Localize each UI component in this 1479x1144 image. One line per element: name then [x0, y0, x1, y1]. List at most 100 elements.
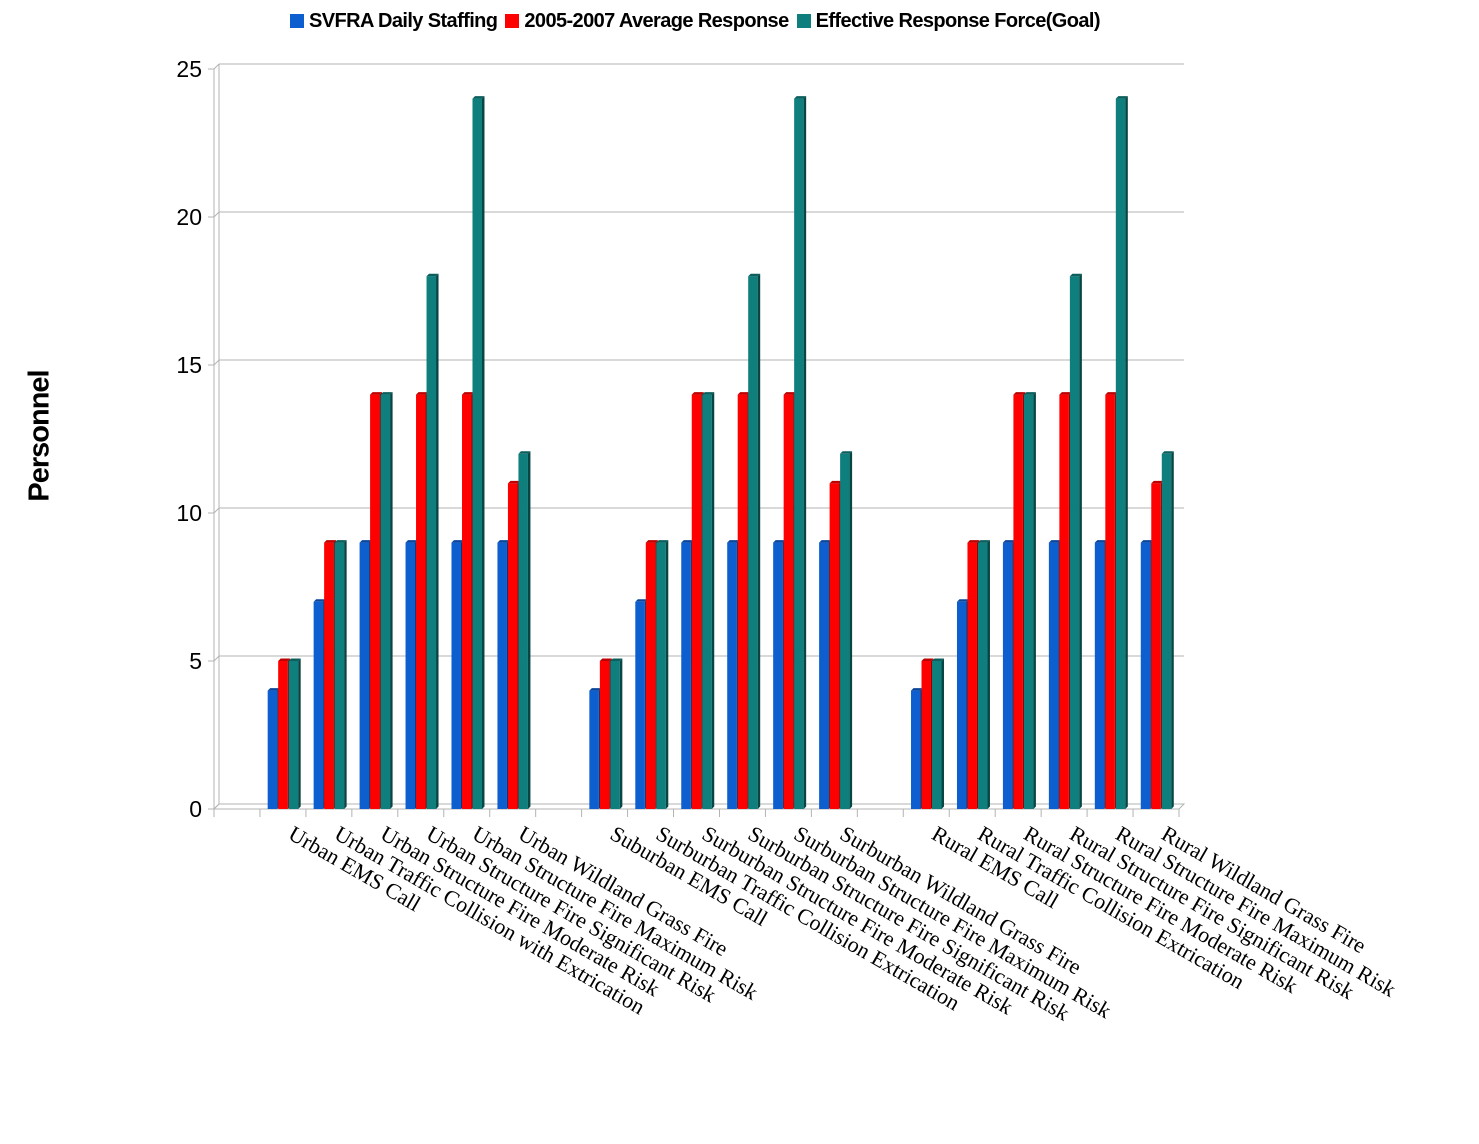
bar-side — [1171, 451, 1174, 809]
bar — [921, 658, 934, 809]
bar-front — [840, 453, 850, 809]
bar — [1059, 392, 1072, 809]
bar — [1002, 540, 1015, 809]
legend-swatch — [796, 14, 811, 28]
bar-front — [932, 661, 942, 809]
bar — [518, 451, 531, 809]
bar-top — [324, 540, 337, 543]
bar-top — [911, 688, 924, 691]
bar-side — [803, 96, 807, 810]
bar — [773, 540, 786, 809]
bar-side — [941, 658, 945, 809]
bar — [1151, 480, 1164, 809]
bar-front — [380, 394, 391, 809]
bar-top — [819, 540, 832, 543]
gridline-diagonal — [213, 359, 220, 366]
bar-front — [370, 394, 380, 809]
bar-front — [589, 690, 599, 809]
bar — [461, 392, 474, 809]
bar-front — [1023, 394, 1034, 809]
y-tick-label: 10 — [176, 500, 202, 526]
bar-top — [1002, 540, 1015, 543]
bar-front — [1002, 542, 1013, 809]
bar-front — [359, 542, 370, 809]
bar-front — [472, 98, 482, 810]
bar-front — [1151, 483, 1161, 809]
bar-side — [344, 540, 347, 809]
bar-front — [451, 542, 461, 809]
bar — [267, 688, 280, 809]
legend-swatch — [290, 14, 304, 28]
bar-front — [267, 690, 278, 809]
bar-front — [461, 394, 472, 809]
legend-label: SVFRA Daily Staffing — [309, 9, 498, 32]
bar — [405, 540, 418, 809]
bar-top — [497, 540, 510, 543]
bar — [681, 540, 694, 809]
bar — [829, 480, 842, 809]
bar-front — [956, 601, 967, 809]
bar-top — [977, 540, 990, 543]
bar-front — [829, 483, 840, 809]
bar-top — [426, 273, 439, 277]
bar-top — [956, 599, 969, 602]
bar-front — [405, 542, 416, 809]
bar-top — [737, 392, 750, 395]
bar — [334, 540, 347, 809]
bar — [956, 599, 969, 809]
bar — [359, 540, 372, 809]
bar-top — [416, 392, 429, 395]
bar-top — [932, 658, 945, 661]
bar — [380, 392, 393, 809]
bar — [1115, 96, 1128, 810]
bar-top — [1023, 392, 1036, 395]
bar-front — [416, 394, 426, 809]
bar-top — [313, 599, 326, 602]
bar — [1140, 540, 1153, 809]
y-tick-label: 25 — [176, 56, 202, 82]
bar-side — [436, 273, 439, 809]
bar-front — [497, 542, 507, 809]
bar-top — [589, 688, 602, 691]
bar-front — [967, 542, 977, 809]
bar-front — [737, 394, 748, 809]
bar — [497, 540, 510, 809]
bar-front — [1013, 394, 1023, 809]
bar-top — [610, 658, 623, 661]
bar-side — [1033, 392, 1036, 809]
bar-front — [911, 690, 921, 809]
bar-front — [656, 542, 666, 809]
bar-top — [599, 658, 612, 661]
bar — [635, 599, 648, 809]
bar-top — [1151, 480, 1164, 484]
bar-top — [794, 96, 807, 99]
bar-top — [773, 540, 786, 543]
bar — [840, 451, 853, 809]
legend-item: Effective Response Force(Goal) — [796, 10, 1101, 33]
bar-side — [481, 96, 485, 810]
bar-top — [1140, 540, 1153, 543]
bar-front — [977, 542, 988, 809]
bar-front — [1115, 98, 1126, 810]
bar-side — [665, 540, 669, 809]
legend-item: SVFRA Daily Staffing — [290, 9, 498, 33]
bar-top — [645, 540, 658, 543]
bar-side — [1125, 96, 1128, 810]
bar — [313, 599, 326, 809]
bar — [599, 658, 612, 809]
bar-front — [278, 661, 288, 809]
bar-front — [635, 601, 645, 809]
bar — [426, 273, 439, 809]
bar — [932, 658, 945, 809]
y-tick-label: 0 — [189, 796, 202, 822]
bar-top — [451, 540, 464, 543]
bar-side — [757, 273, 761, 809]
bar-front — [783, 394, 794, 809]
chart-legend: SVFRA Daily Staffing 2005-2007 Average Re… — [290, 8, 1108, 34]
bar-front — [1069, 276, 1080, 809]
bar-top — [405, 540, 418, 543]
gridline-diagonal — [213, 655, 220, 662]
bar — [645, 540, 658, 809]
legend-item: 2005-2007 Average Response — [505, 10, 789, 33]
